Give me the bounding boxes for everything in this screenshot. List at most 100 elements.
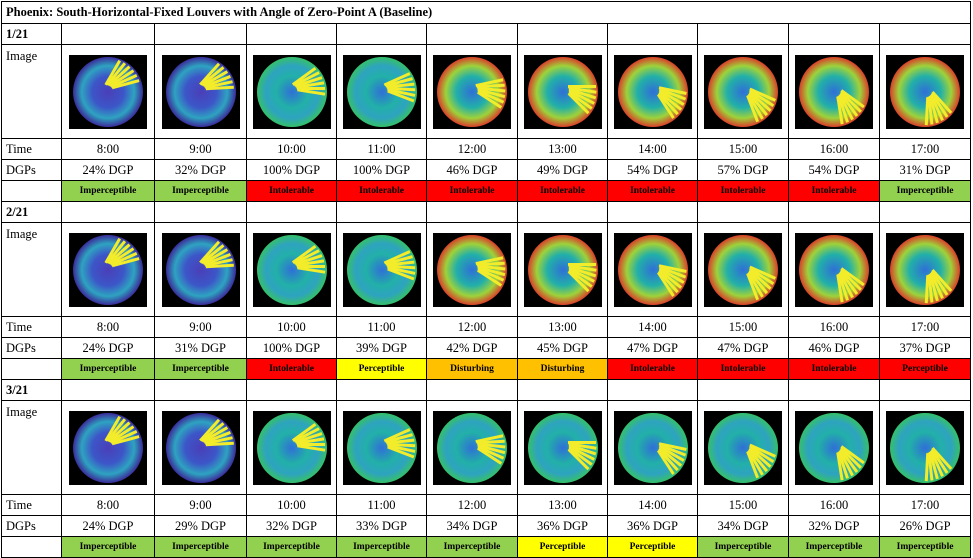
glare-rating-badge: Intolerable xyxy=(246,180,337,202)
empty-cell xyxy=(336,201,427,223)
rating-row-label-empty xyxy=(1,536,62,558)
empty-cell xyxy=(788,201,880,223)
time-value: 8:00 xyxy=(61,316,155,338)
rating-row-label-empty xyxy=(1,358,62,380)
dgp-value: 33% DGP xyxy=(336,515,427,537)
empty-cell xyxy=(336,23,427,45)
glare-render-image xyxy=(886,54,965,129)
dgp-value: 47% DGP xyxy=(607,337,698,359)
dgp-row: DGPs 24% DGP 32% DGP 100% DGP 100% DGP 46% DG… xyxy=(1,159,972,181)
dgp-value: 34% DGP xyxy=(697,515,789,537)
glare-render-image xyxy=(433,410,511,485)
empty-cell xyxy=(426,201,518,223)
dgp-value: 26% DGP xyxy=(878,515,972,537)
glare-image-cell xyxy=(697,44,789,139)
time-value: 10:00 xyxy=(246,494,337,516)
dgp-value: 32% DGP xyxy=(246,515,337,537)
glare-image-cell xyxy=(788,400,880,495)
time-value: 11:00 xyxy=(336,138,427,160)
empty-cell xyxy=(788,23,880,45)
glare-image-cell xyxy=(697,400,789,495)
glare-rating-badge: Disturbing xyxy=(426,358,518,380)
glare-render-image xyxy=(704,54,782,129)
glare-image-cell xyxy=(246,400,337,495)
image-row: Image xyxy=(1,222,972,317)
glare-render-image xyxy=(252,410,331,485)
glare-image-cell xyxy=(878,222,972,317)
glare-image-cell xyxy=(154,44,247,139)
time-value: 12:00 xyxy=(426,138,518,160)
empty-cell xyxy=(517,379,608,401)
dgp-value: 100% DGP xyxy=(246,337,337,359)
date-row: 1/21 xyxy=(1,23,972,45)
glare-rating-badge: Perceptible xyxy=(607,536,698,558)
date-label: 3/21 xyxy=(1,379,62,401)
glare-render-image xyxy=(161,410,240,485)
glare-render-image xyxy=(252,54,331,129)
glare-rating-badge: Imperceptible xyxy=(246,536,337,558)
time-row-label: Time xyxy=(1,494,62,516)
glare-render-image xyxy=(161,54,240,129)
glare-rating-badge: Disturbing xyxy=(517,358,608,380)
time-row: Time 8:00 9:00 10:00 11:00 12:00 13:00 14:00 15:… xyxy=(1,316,972,338)
image-row: Image xyxy=(1,400,972,495)
dgp-value: 42% DGP xyxy=(426,337,518,359)
time-value: 14:00 xyxy=(607,316,698,338)
glare-rating-badge: Imperceptible xyxy=(154,536,247,558)
empty-cell xyxy=(697,379,789,401)
dgp-row-label: DGPs xyxy=(1,159,62,181)
image-row-label: Image xyxy=(1,44,62,139)
rating-row: Imperceptible Imperceptible Intolerable Int… xyxy=(1,180,972,202)
glare-render-image xyxy=(342,54,421,129)
empty-cell xyxy=(246,379,337,401)
dgp-value: 100% DGP xyxy=(336,159,427,181)
glare-rating-badge: Imperceptible xyxy=(61,536,155,558)
glare-rating-badge: Intolerable xyxy=(607,358,698,380)
empty-cell xyxy=(517,23,608,45)
glare-image-cell xyxy=(154,400,247,495)
time-value: 17:00 xyxy=(878,316,972,338)
dgp-value: 49% DGP xyxy=(517,159,608,181)
date-row: 2/21 xyxy=(1,201,972,223)
empty-cell xyxy=(246,201,337,223)
time-row-label: Time xyxy=(1,316,62,338)
glare-image-cell xyxy=(61,222,155,317)
glare-render-image xyxy=(433,232,511,307)
glare-image-cell xyxy=(246,222,337,317)
dgp-value: 29% DGP xyxy=(154,515,247,537)
glare-render-image xyxy=(704,410,782,485)
glare-rating-badge: Imperceptible xyxy=(154,358,247,380)
empty-cell xyxy=(61,379,155,401)
time-value: 12:00 xyxy=(426,316,518,338)
glare-rating-badge: Imperceptible xyxy=(61,180,155,202)
glare-image-cell xyxy=(517,44,608,139)
dgp-value: 32% DGP xyxy=(154,159,247,181)
glare-render-image xyxy=(523,232,602,307)
dgp-row-label: DGPs xyxy=(1,337,62,359)
time-value: 16:00 xyxy=(788,138,880,160)
empty-cell xyxy=(607,23,698,45)
glare-image-cell xyxy=(61,44,155,139)
empty-cell xyxy=(426,379,518,401)
empty-cell xyxy=(878,201,972,223)
image-row-label: Image xyxy=(1,400,62,495)
dgp-value: 36% DGP xyxy=(607,515,698,537)
glare-rating-badge: Imperceptible xyxy=(878,536,972,558)
time-value: 10:00 xyxy=(246,138,337,160)
glare-rating-badge: Intolerable xyxy=(788,180,880,202)
glare-rating-badge: Perceptible xyxy=(336,358,427,380)
dgp-value: 36% DGP xyxy=(517,515,608,537)
rating-row: Imperceptible Imperceptible Intolerable Per… xyxy=(1,358,972,380)
glare-render-image xyxy=(704,232,782,307)
glare-image-cell xyxy=(426,400,518,495)
dgp-row-label: DGPs xyxy=(1,515,62,537)
empty-cell xyxy=(517,201,608,223)
glare-rating-badge: Imperceptible xyxy=(788,536,880,558)
time-value: 16:00 xyxy=(788,494,880,516)
rating-row: Imperceptible Imperceptible Imperceptible I… xyxy=(1,536,972,558)
date-row: 3/21 xyxy=(1,379,972,401)
image-row-label: Image xyxy=(1,222,62,317)
time-value: 15:00 xyxy=(697,494,789,516)
dgp-value: 24% DGP xyxy=(61,159,155,181)
